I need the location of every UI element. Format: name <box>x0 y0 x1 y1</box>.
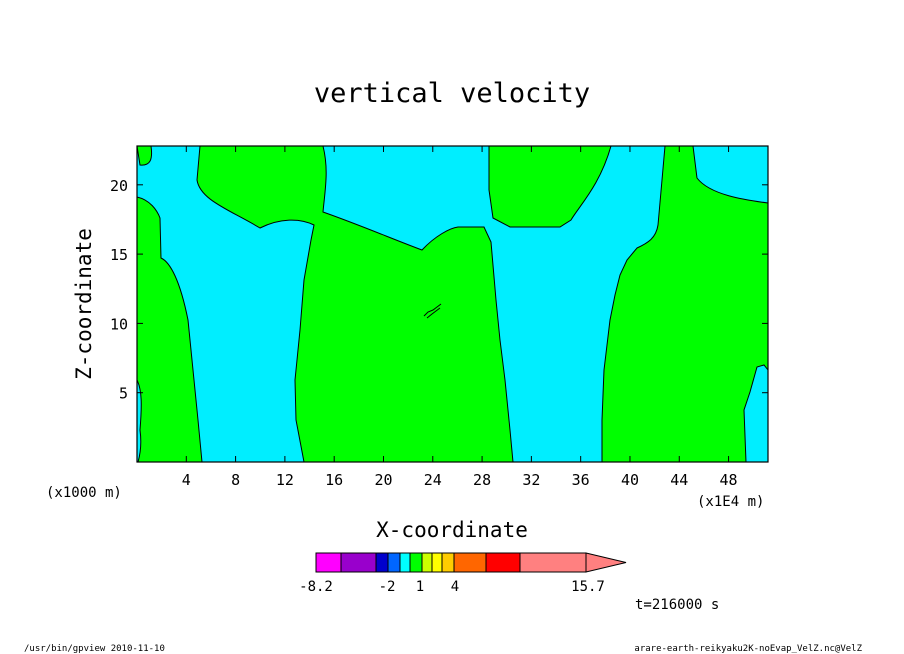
colorbar-label: -2 <box>379 579 396 595</box>
colorbar-extend-arrow <box>585 552 627 573</box>
x-unit-note: (x1E4 m) <box>697 494 764 510</box>
colorbar-segment <box>340 552 377 573</box>
footer-left: /usr/bin/gpview 2010-11-10 <box>24 644 165 654</box>
chart-title: vertical velocity <box>314 78 590 109</box>
x-tick-label: 24 <box>424 471 442 489</box>
y-tick-label: 10 <box>110 315 128 333</box>
small-contour <box>423 303 442 317</box>
colorbar-segment <box>315 552 342 573</box>
y-axis-label: Z-coordinate <box>72 228 96 380</box>
negative-region-left <box>137 146 315 462</box>
x-tick-label: 32 <box>522 471 540 489</box>
negative-region-left-edge <box>137 379 142 462</box>
colorbar-segment <box>519 552 587 573</box>
colorbar-label: 1 <box>416 579 424 595</box>
small-contour <box>426 307 441 319</box>
x-tick-label: 8 <box>231 471 240 489</box>
x-tick-label: 12 <box>276 471 294 489</box>
x-tick-label: 36 <box>572 471 590 489</box>
colorbar-label: -8.2 <box>299 579 333 595</box>
plot-frame <box>136 145 769 463</box>
negative-region-right-edge <box>743 364 768 462</box>
y-axis: 5 10 15 20 <box>110 177 768 403</box>
colorbar-segment <box>431 552 443 573</box>
colorbar-label: 4 <box>451 579 459 595</box>
colorbar-segment <box>409 552 423 573</box>
x-tick-label: 20 <box>374 471 392 489</box>
colorbar-label: 15.7 <box>571 579 605 595</box>
negative-region-middle <box>322 146 666 462</box>
y-unit-note: (x1000 m) <box>46 485 122 501</box>
colorbar-segment <box>485 552 521 573</box>
x-axis-label: X-coordinate <box>376 518 528 542</box>
colorbar-segment <box>387 552 401 573</box>
y-tick-label: 20 <box>110 177 128 195</box>
footer-right: arare-earth-reikyaku2K-noEvap_VelZ.nc@Ve… <box>634 644 862 654</box>
time-label: t=216000 s <box>635 597 719 613</box>
colorbar-segment <box>375 552 389 573</box>
x-tick-label: 40 <box>621 471 639 489</box>
x-tick-label: 48 <box>720 471 738 489</box>
y-tick-label: 15 <box>110 246 128 264</box>
contour-field <box>137 146 768 462</box>
colorbar-segment <box>421 552 433 573</box>
x-tick-label: 16 <box>325 471 343 489</box>
colorbar-segment <box>441 552 455 573</box>
y-tick-label: 5 <box>119 385 128 403</box>
colorbar-segment <box>399 552 411 573</box>
x-tick-label: 4 <box>182 471 191 489</box>
x-tick-label: 44 <box>670 471 688 489</box>
colorbar-segment <box>453 552 487 573</box>
x-axis: 4 8 12 16 20 24 28 32 36 40 44 48 <box>182 146 738 489</box>
x-tick-label: 28 <box>473 471 491 489</box>
colorbar: -8.2 -2 1 4 15.7 <box>299 552 627 595</box>
